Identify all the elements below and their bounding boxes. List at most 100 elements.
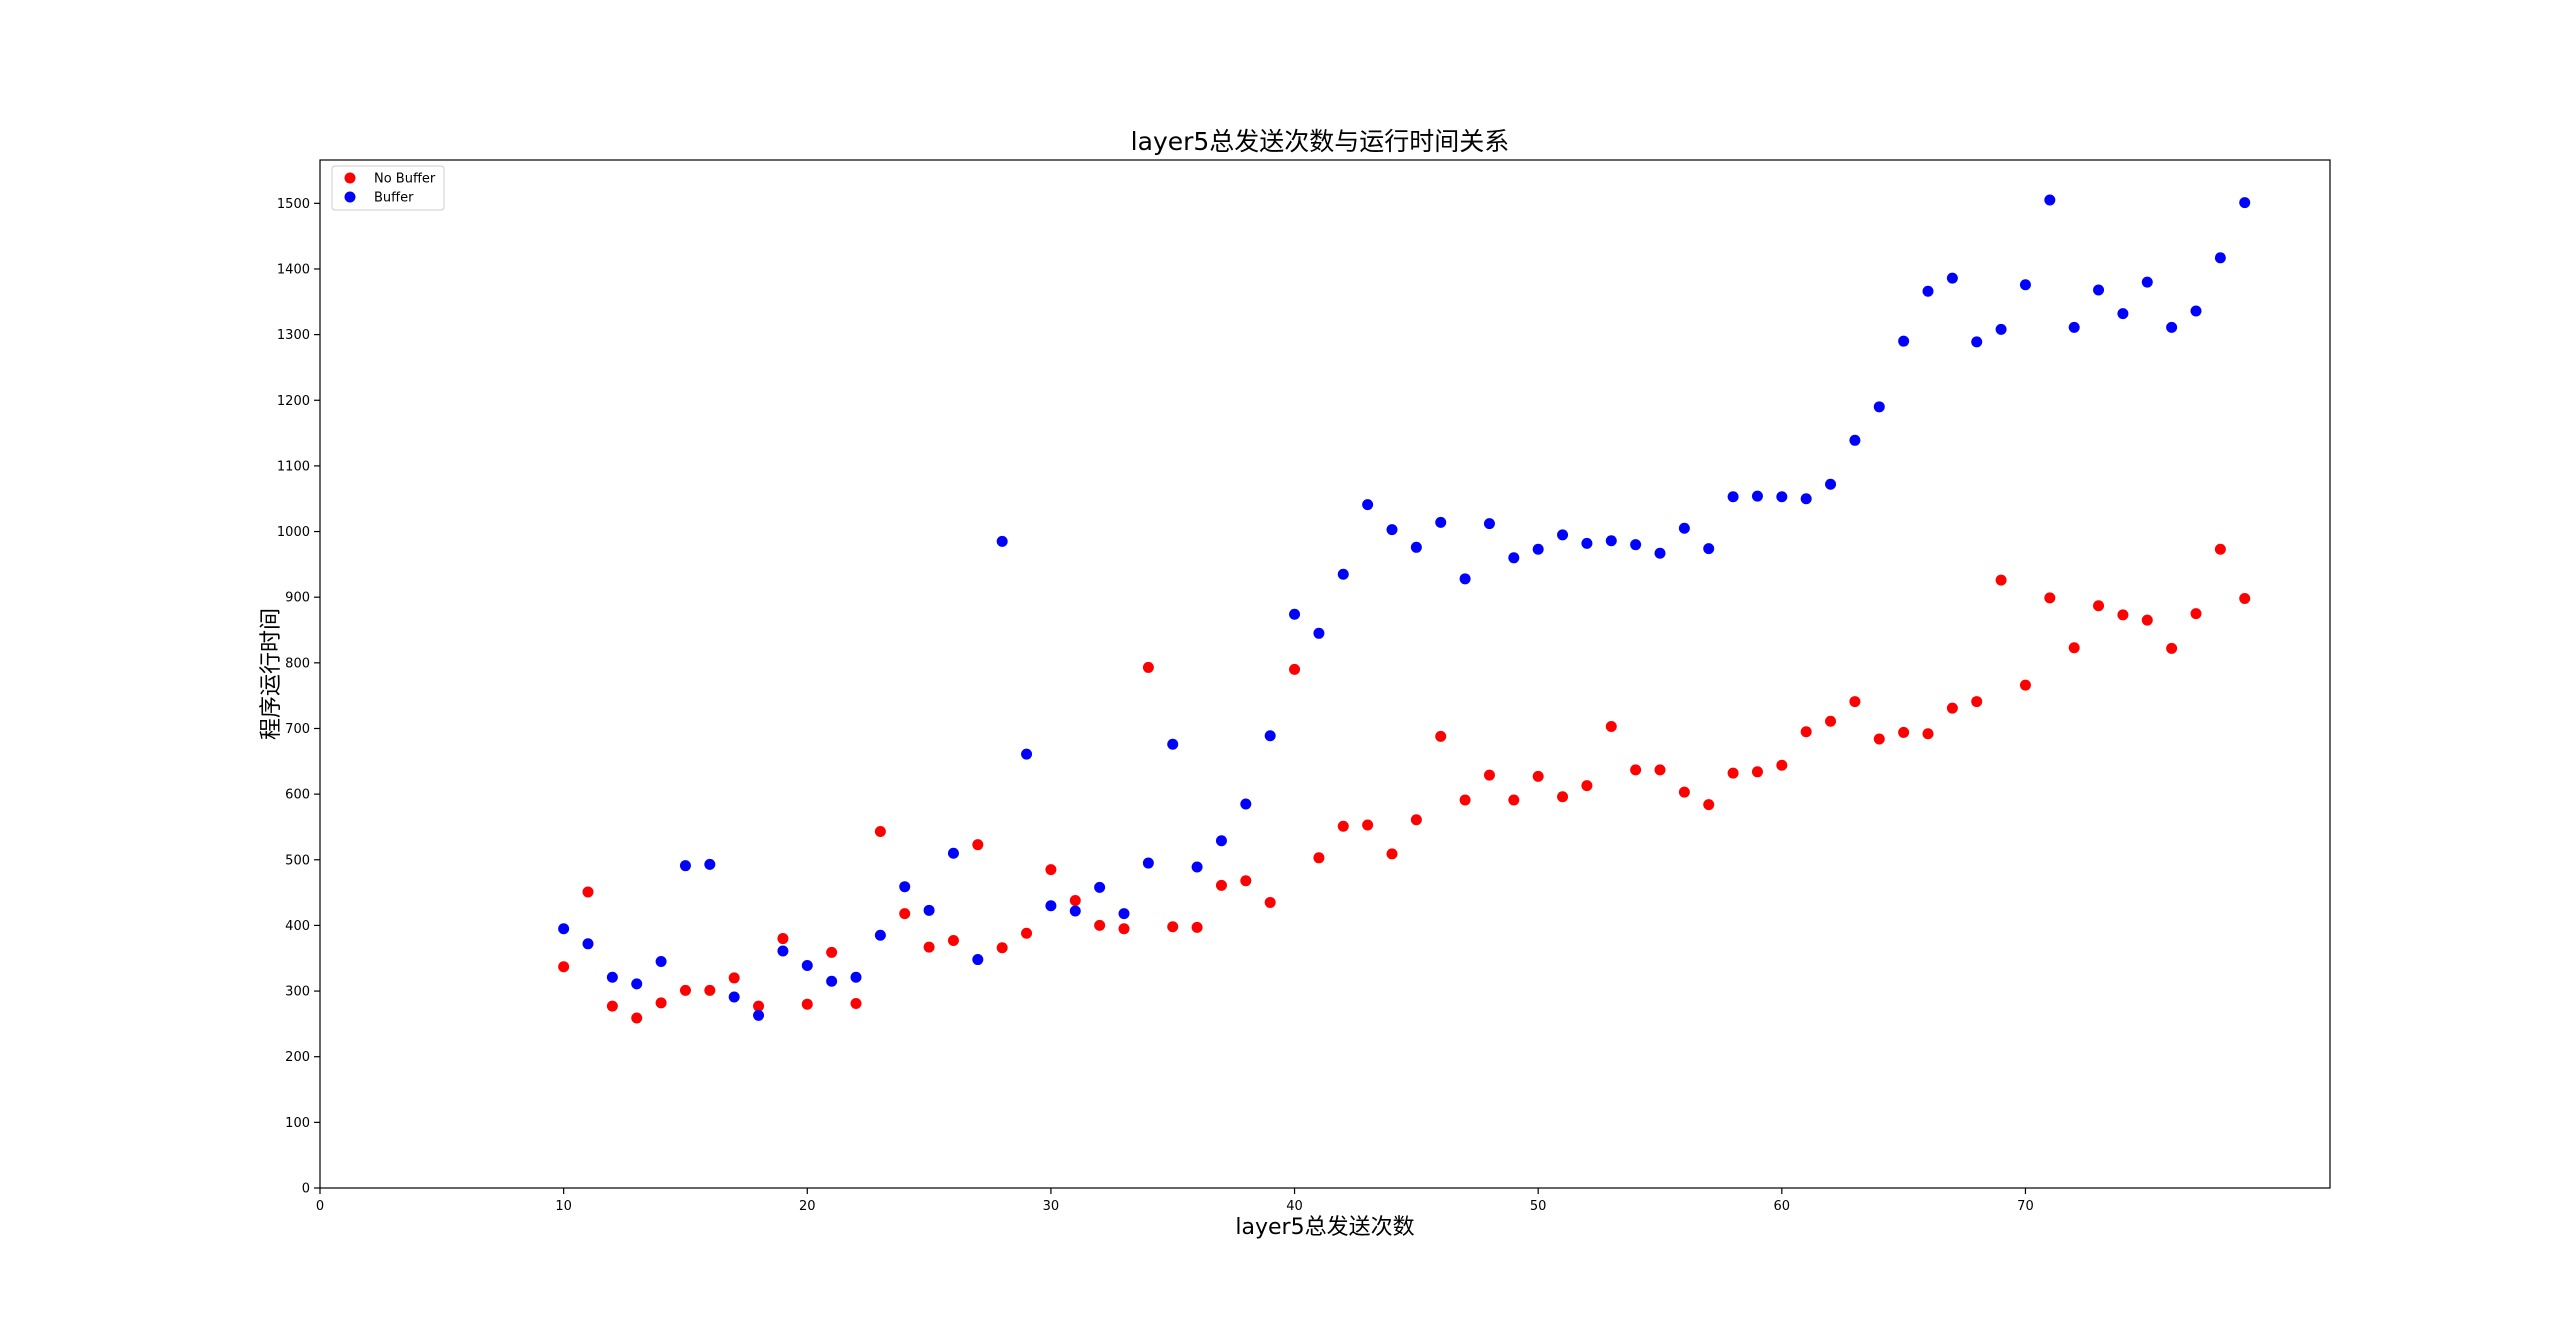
x-tick-label: 40 bbox=[1286, 1199, 1303, 1214]
data-point bbox=[801, 998, 813, 1010]
data-point bbox=[777, 933, 789, 945]
y-tick-label: 500 bbox=[285, 853, 310, 868]
data-point bbox=[972, 954, 984, 966]
data-point bbox=[1142, 661, 1154, 673]
data-point bbox=[1995, 323, 2007, 335]
data-point bbox=[1971, 696, 1983, 708]
data-point bbox=[1849, 696, 1861, 708]
data-point bbox=[1289, 608, 1301, 620]
data-point bbox=[2044, 194, 2056, 206]
data-point bbox=[2093, 284, 2105, 296]
data-point bbox=[1386, 524, 1398, 536]
x-axis-label: layer5总发送次数 bbox=[1235, 1215, 1414, 1240]
data-point bbox=[728, 991, 740, 1003]
data-point bbox=[1191, 861, 1203, 873]
data-point bbox=[2190, 305, 2202, 317]
data-point bbox=[899, 908, 911, 920]
data-point bbox=[1142, 857, 1154, 869]
data-point bbox=[2068, 321, 2080, 333]
series-no-buffer bbox=[558, 543, 2251, 1024]
data-point bbox=[1898, 335, 1910, 347]
data-point bbox=[606, 1000, 618, 1012]
data-point bbox=[1776, 491, 1788, 503]
data-point bbox=[1678, 522, 1690, 534]
x-tick-label: 50 bbox=[1530, 1199, 1547, 1214]
data-point bbox=[679, 984, 691, 996]
data-point bbox=[874, 929, 886, 941]
data-point bbox=[947, 935, 959, 947]
data-point bbox=[2166, 321, 2178, 333]
data-point bbox=[2019, 679, 2031, 691]
data-point bbox=[2166, 642, 2178, 654]
data-point bbox=[1215, 835, 1227, 847]
data-point bbox=[1849, 434, 1861, 446]
x-tick-label: 30 bbox=[1043, 1199, 1060, 1214]
legend-marker bbox=[344, 172, 356, 184]
y-tick-label: 1500 bbox=[277, 197, 310, 212]
data-point bbox=[1483, 769, 1495, 781]
data-point bbox=[1435, 730, 1447, 742]
y-tick-label: 100 bbox=[285, 1116, 310, 1131]
data-point bbox=[753, 1000, 765, 1012]
data-point bbox=[1605, 721, 1617, 733]
x-tick-label: 0 bbox=[316, 1199, 324, 1214]
series-buffer bbox=[558, 194, 2251, 1021]
data-point bbox=[1581, 537, 1593, 549]
data-point bbox=[1386, 848, 1398, 860]
x-tick-label: 60 bbox=[1774, 1199, 1791, 1214]
y-tick-label: 300 bbox=[285, 985, 310, 1000]
data-point bbox=[704, 984, 716, 996]
data-point bbox=[1167, 738, 1179, 750]
data-point bbox=[679, 860, 691, 872]
data-point bbox=[1045, 864, 1057, 876]
data-point bbox=[1751, 766, 1763, 778]
data-point bbox=[1435, 516, 1447, 528]
y-tick-label: 1000 bbox=[277, 525, 310, 540]
x-tick-label: 70 bbox=[2017, 1199, 2034, 1214]
data-point bbox=[1264, 730, 1276, 742]
legend-frame bbox=[331, 165, 445, 211]
y-axis-ticks: 0 100 200 300 400 500 600 700 800 900 1000 1100 1200… bbox=[277, 197, 320, 1197]
data-point bbox=[1094, 881, 1106, 893]
data-point bbox=[1508, 552, 1520, 564]
data-point bbox=[996, 535, 1008, 547]
data-point bbox=[1069, 905, 1081, 917]
data-point bbox=[655, 956, 667, 968]
data-point bbox=[1630, 764, 1642, 776]
data-point bbox=[1557, 791, 1569, 803]
data-point bbox=[1654, 764, 1666, 776]
legend-label: No Buffer bbox=[374, 172, 436, 187]
data-point bbox=[1971, 336, 1983, 348]
data-point bbox=[972, 839, 984, 851]
data-point bbox=[1532, 770, 1544, 782]
x-tick-label: 20 bbox=[799, 1199, 816, 1214]
data-point bbox=[1337, 568, 1349, 580]
data-point bbox=[1021, 927, 1033, 939]
data-point bbox=[1654, 547, 1666, 559]
data-point bbox=[850, 998, 862, 1010]
data-point bbox=[1825, 715, 1837, 727]
data-point bbox=[1557, 529, 1569, 541]
data-point bbox=[1727, 767, 1739, 779]
data-point bbox=[1362, 819, 1374, 831]
data-point bbox=[1727, 491, 1739, 503]
data-point bbox=[2214, 252, 2226, 264]
data-point bbox=[1410, 814, 1422, 826]
data-point bbox=[2239, 197, 2251, 209]
data-point bbox=[1922, 728, 1934, 740]
data-point bbox=[1337, 820, 1349, 832]
y-tick-label: 900 bbox=[285, 591, 310, 606]
data-point bbox=[874, 826, 886, 838]
data-point bbox=[631, 1012, 643, 1024]
data-point bbox=[850, 971, 862, 983]
data-point bbox=[1459, 794, 1471, 806]
x-axis-ticks: 0 10 20 30 40 50 60 70 bbox=[316, 1188, 2034, 1214]
data-point bbox=[1995, 574, 2007, 586]
data-point bbox=[1021, 748, 1033, 760]
data-point bbox=[1313, 852, 1325, 864]
data-point bbox=[558, 961, 570, 973]
data-point bbox=[2117, 308, 2129, 320]
data-point bbox=[582, 886, 594, 898]
data-point bbox=[2044, 592, 2056, 604]
data-point bbox=[1410, 541, 1422, 553]
